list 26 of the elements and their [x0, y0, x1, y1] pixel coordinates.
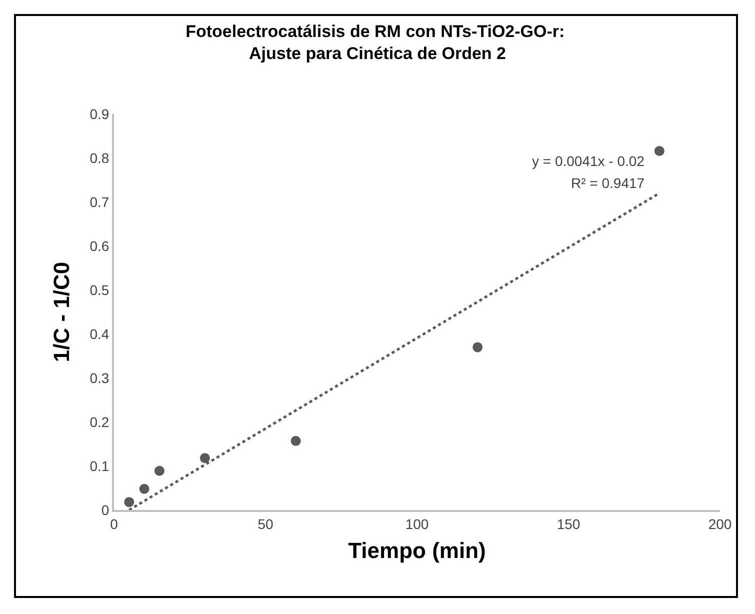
y-tick-label: 0.6: [90, 238, 110, 254]
y-axis-title: 1/C - 1/C0: [49, 262, 74, 362]
y-tick-label: 0.5: [90, 282, 110, 298]
y-tick-label: 0.7: [90, 194, 110, 210]
point: [154, 466, 164, 476]
x-tick-label: 50: [258, 516, 274, 532]
y-tick-label: 0.8: [90, 150, 110, 166]
point: [654, 146, 664, 156]
y-tick-label: 0: [101, 502, 110, 518]
y-tick-label: 0.9: [90, 106, 110, 122]
point: [290, 436, 301, 446]
point: [139, 484, 150, 494]
x-axis-title: Tiempo (min): [348, 538, 486, 564]
point: [200, 453, 210, 464]
chart-title: Fotoelectrocatálisis de RM con NTs-TiO2-GO-r: Ajuste para Cinética de Orden 2: [186, 22, 570, 63]
y-tick-label: 0.3: [90, 370, 110, 386]
x-tick-label: 200: [708, 516, 732, 532]
y-tick-label: 0.2: [90, 414, 110, 430]
y-tick-label: 0.4: [90, 326, 110, 342]
annotation: R² = 0.9417: [571, 175, 645, 191]
x-tick-label: 100: [405, 516, 429, 532]
x-tick-label: 150: [556, 516, 580, 532]
point: [472, 342, 483, 352]
y-tick-label: 0.1: [90, 458, 110, 474]
annotation: y = 0.0041x - 0.02: [532, 153, 645, 169]
point: [124, 497, 134, 508]
